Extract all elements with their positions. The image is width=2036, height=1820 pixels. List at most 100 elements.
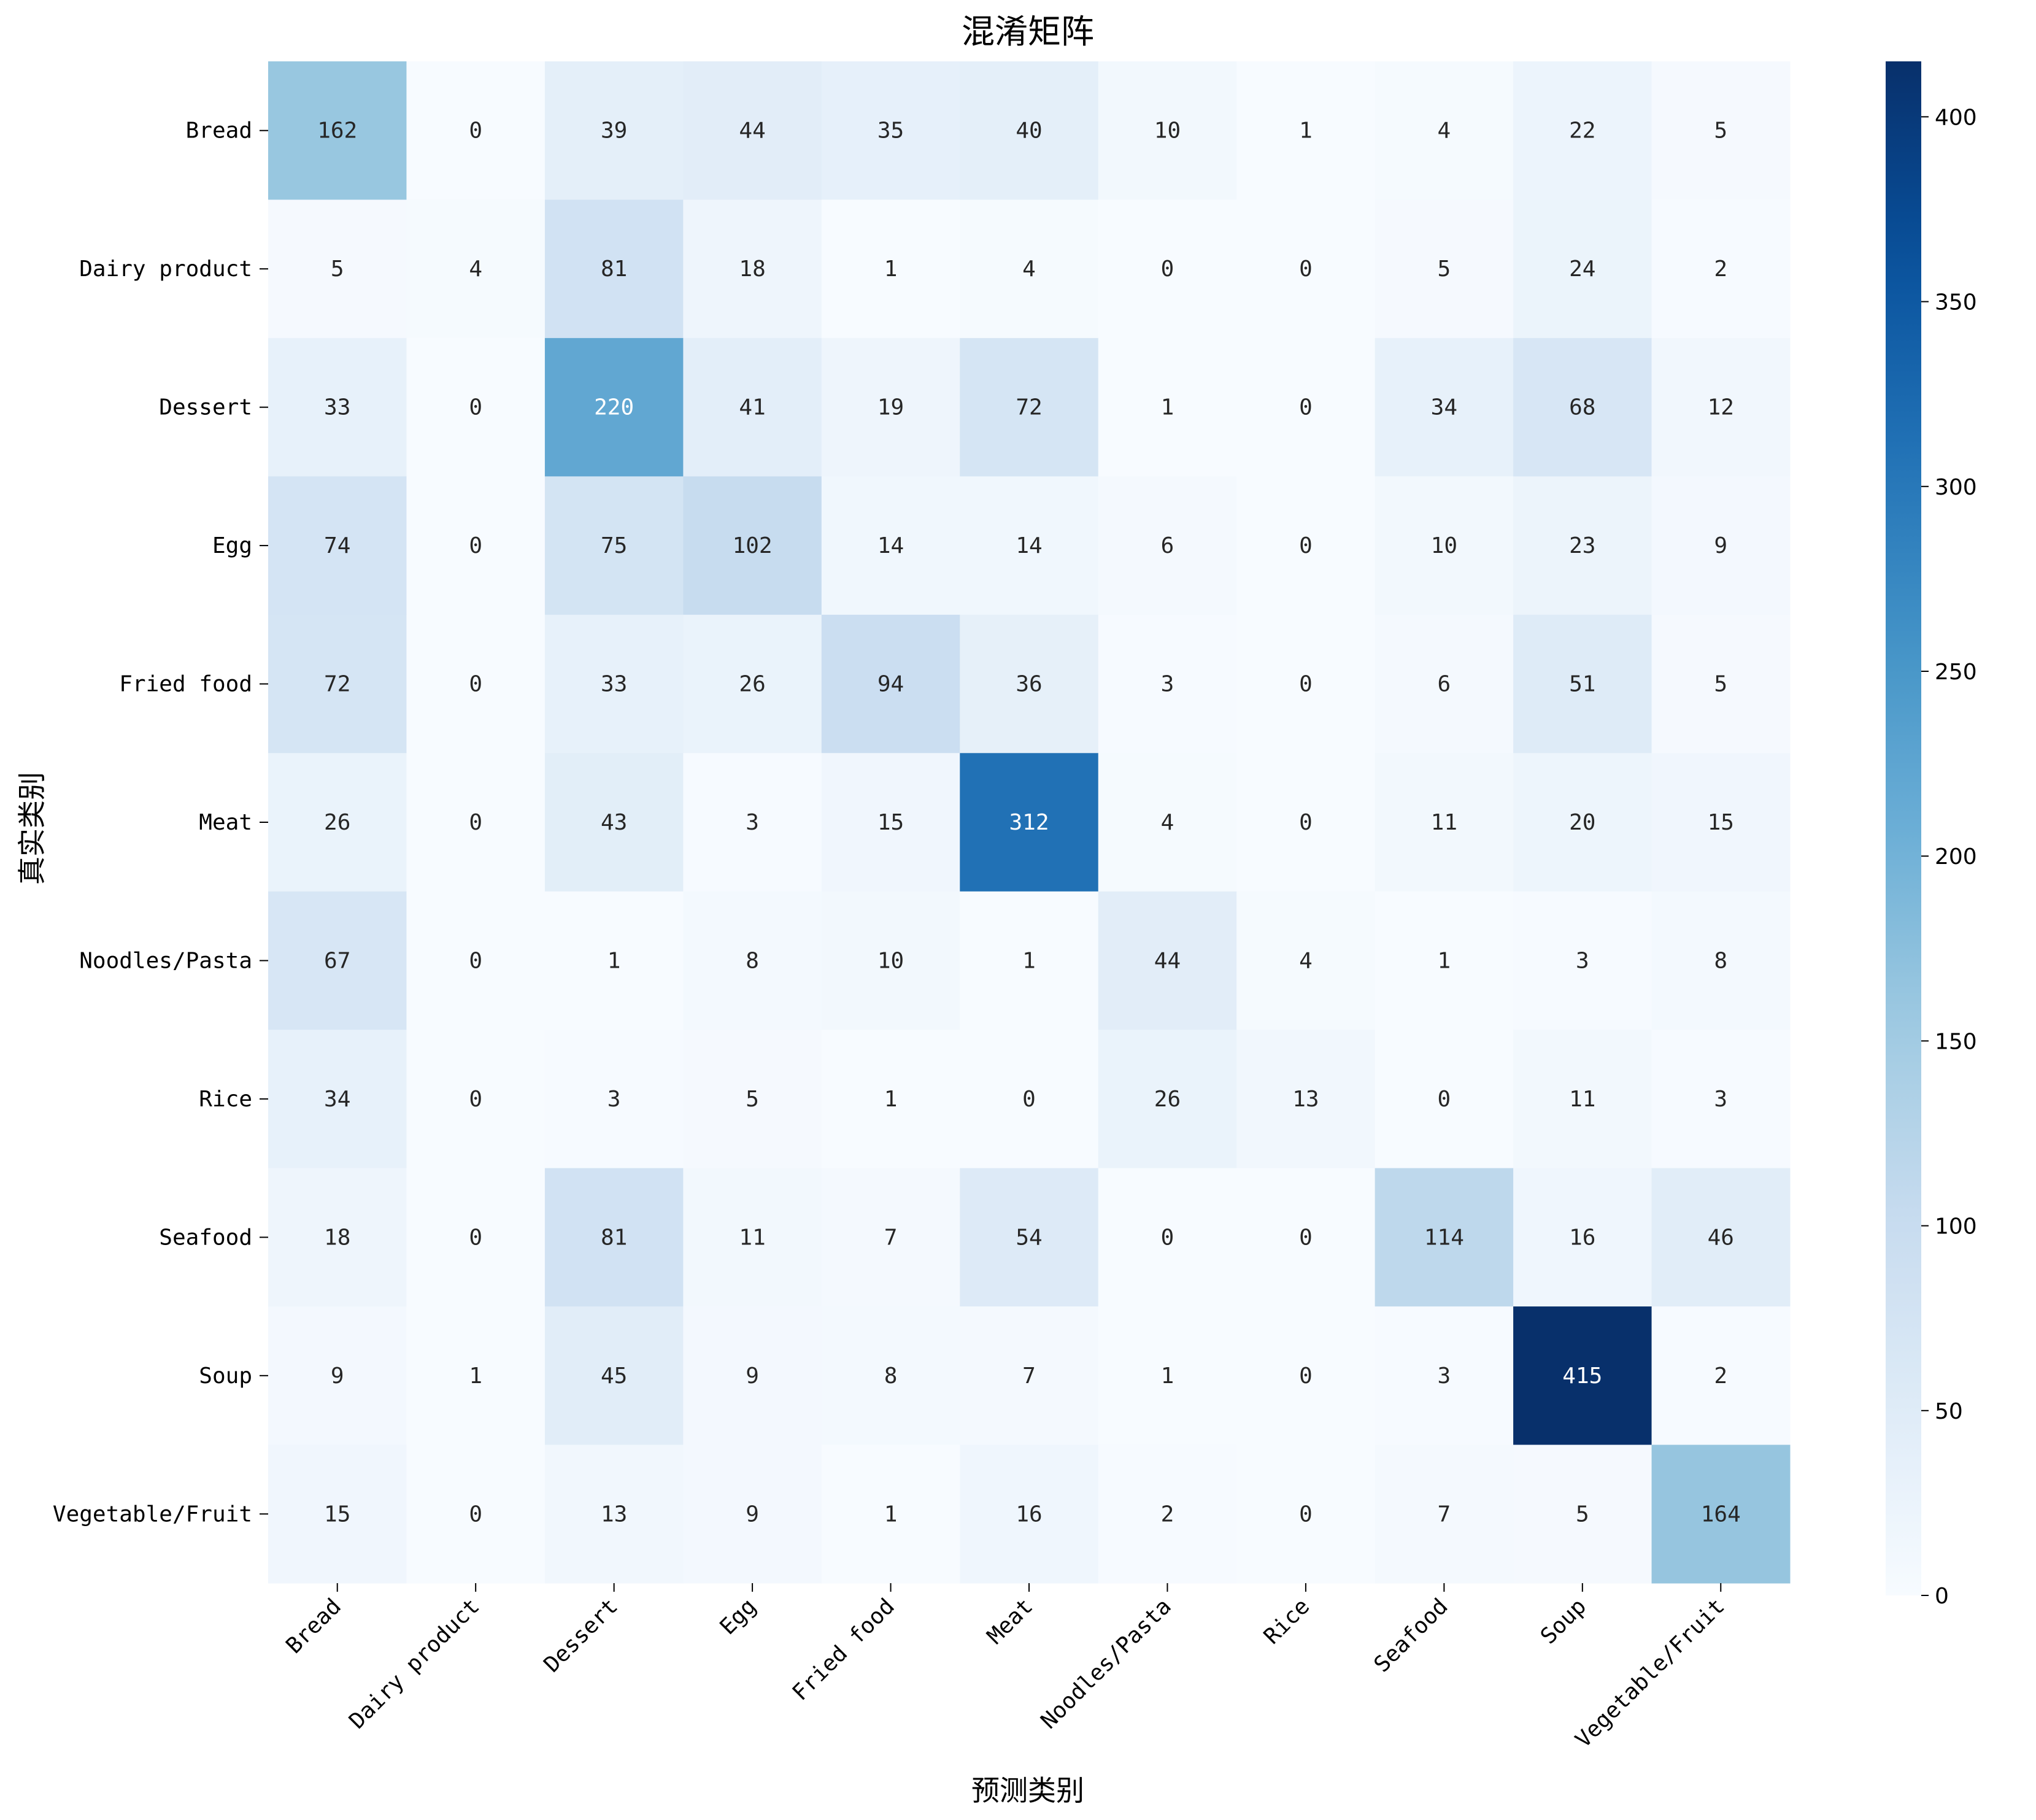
cell-value-label: 94 bbox=[877, 672, 904, 697]
heatmap-cell bbox=[1513, 1168, 1652, 1307]
heatmap-cell bbox=[1236, 199, 1376, 339]
cell-value-label: 2 bbox=[1714, 1363, 1727, 1389]
heatmap-cell bbox=[821, 614, 960, 754]
heatmap-cell bbox=[1098, 891, 1237, 1030]
cell-value-label: 8 bbox=[1714, 948, 1727, 973]
heatmap-cell bbox=[683, 199, 822, 339]
heatmap-cell bbox=[406, 753, 546, 892]
cell-value-label: 13 bbox=[601, 1502, 627, 1527]
heatmap-cell bbox=[268, 753, 407, 892]
heatmap-cell bbox=[1651, 1030, 1791, 1169]
heatmap-cell bbox=[1375, 614, 1514, 754]
heatmap-cell bbox=[1098, 1030, 1237, 1169]
cell-value-label: 2 bbox=[1161, 1502, 1174, 1527]
heatmap-cell bbox=[1375, 61, 1514, 200]
cell-value-label: 1 bbox=[607, 948, 621, 973]
cell-value-label: 0 bbox=[1161, 1225, 1174, 1250]
heatmap-cell bbox=[1513, 753, 1652, 892]
heatmap-cell bbox=[1513, 614, 1652, 754]
cell-value-label: 3 bbox=[1438, 1363, 1451, 1389]
heatmap-cell bbox=[1513, 61, 1652, 200]
cell-value-label: 15 bbox=[324, 1502, 350, 1527]
y-tick-label: Seafood bbox=[159, 1225, 252, 1250]
cell-value-label: 19 bbox=[877, 395, 904, 420]
cell-value-label: 4 bbox=[1161, 810, 1174, 835]
cell-value-label: 81 bbox=[601, 256, 627, 282]
cell-value-label: 0 bbox=[469, 118, 482, 144]
cell-value-label: 0 bbox=[469, 1087, 482, 1112]
cell-value-label: 0 bbox=[469, 810, 482, 835]
heatmap-cell bbox=[1375, 1168, 1514, 1307]
x-tick-label: Dessert bbox=[539, 1594, 623, 1677]
y-tick-label: Noodles/Pasta bbox=[79, 948, 252, 973]
heatmap-cell bbox=[544, 1030, 684, 1169]
cell-value-label: 6 bbox=[1161, 533, 1174, 558]
heatmap-cell bbox=[1236, 891, 1376, 1030]
cell-value-label: 5 bbox=[331, 256, 344, 282]
heatmap-cell bbox=[1651, 891, 1791, 1030]
heatmap-cell bbox=[1098, 61, 1237, 200]
cell-value-label: 0 bbox=[1299, 533, 1313, 558]
heatmap-cell bbox=[406, 1168, 546, 1307]
heatmap-cell bbox=[1098, 614, 1237, 754]
cell-value-label: 0 bbox=[1299, 1502, 1313, 1527]
cell-value-label: 0 bbox=[1299, 1225, 1313, 1250]
cell-value-label: 45 bbox=[601, 1363, 627, 1389]
y-tick-label: Vegetable/Fruit bbox=[53, 1502, 252, 1527]
y-axis-ticks: Bread Dairy product Dessert Egg Fried food Me… bbox=[53, 118, 268, 1527]
colorbar bbox=[1886, 61, 1921, 1595]
heatmap-cell bbox=[268, 1168, 407, 1307]
heatmap-cell bbox=[1375, 337, 1514, 477]
cell-value-label: 14 bbox=[1016, 533, 1042, 558]
cell-value-label: 44 bbox=[1154, 948, 1181, 973]
heatmap-cell bbox=[1651, 753, 1791, 892]
cell-value-label: 164 bbox=[1701, 1502, 1741, 1527]
heatmap-cell bbox=[1651, 1168, 1791, 1307]
cell-value-label: 8 bbox=[884, 1363, 898, 1389]
heatmap-cell bbox=[1236, 1306, 1376, 1446]
y-tick-label: Bread bbox=[186, 118, 252, 144]
heatmap-cell bbox=[1236, 476, 1376, 615]
heatmap-cell bbox=[683, 1306, 822, 1446]
heatmap-cell bbox=[268, 614, 407, 754]
heatmap-cell bbox=[544, 1444, 684, 1584]
cell-value-label: 9 bbox=[331, 1363, 344, 1389]
cell-value-label: 7 bbox=[1438, 1502, 1451, 1527]
heatmap-cell bbox=[821, 891, 960, 1030]
cell-value-label: 16 bbox=[1016, 1502, 1042, 1527]
cell-value-label: 9 bbox=[1714, 533, 1727, 558]
cell-value-label: 8 bbox=[746, 948, 759, 973]
heatmap-cells bbox=[268, 61, 1791, 1584]
heatmap-cell bbox=[1651, 199, 1791, 339]
cell-value-label: 4 bbox=[1299, 948, 1313, 973]
heatmap-cell bbox=[683, 753, 822, 892]
heatmap-cell bbox=[1375, 199, 1514, 339]
heatmap-cell bbox=[1513, 1444, 1652, 1584]
cell-value-label: 26 bbox=[324, 810, 350, 835]
heatmap-cell bbox=[683, 1030, 822, 1169]
cell-value-label: 22 bbox=[1569, 118, 1595, 144]
heatmap-cell bbox=[683, 61, 822, 200]
heatmap-cell bbox=[406, 1444, 546, 1584]
cell-value-label: 0 bbox=[469, 395, 482, 420]
heatmap-cell bbox=[683, 1444, 822, 1584]
x-tick-label: Noodles/Pasta bbox=[1036, 1594, 1176, 1733]
heatmap-cell bbox=[683, 337, 822, 477]
heatmap-cell bbox=[406, 61, 546, 200]
y-tick-label: Dairy product bbox=[79, 256, 252, 282]
cell-value-label: 1 bbox=[1438, 948, 1451, 973]
heatmap-cell bbox=[406, 199, 546, 339]
x-axis-label: 预测类别 bbox=[971, 1774, 1084, 1807]
chart-title: 混淆矩阵 bbox=[962, 12, 1094, 51]
heatmap-cell bbox=[1513, 1306, 1652, 1446]
cell-value-label: 1 bbox=[1161, 395, 1174, 420]
cell-value-label: 114 bbox=[1424, 1225, 1464, 1250]
cell-value-label: 5 bbox=[1714, 118, 1727, 144]
cell-value-label: 4 bbox=[1438, 118, 1451, 144]
heatmap-cell bbox=[544, 614, 684, 754]
heatmap-cell bbox=[1513, 891, 1652, 1030]
heatmap-cell bbox=[544, 337, 684, 477]
heatmap-cell bbox=[1375, 891, 1514, 1030]
heatmap-cell bbox=[544, 753, 684, 892]
